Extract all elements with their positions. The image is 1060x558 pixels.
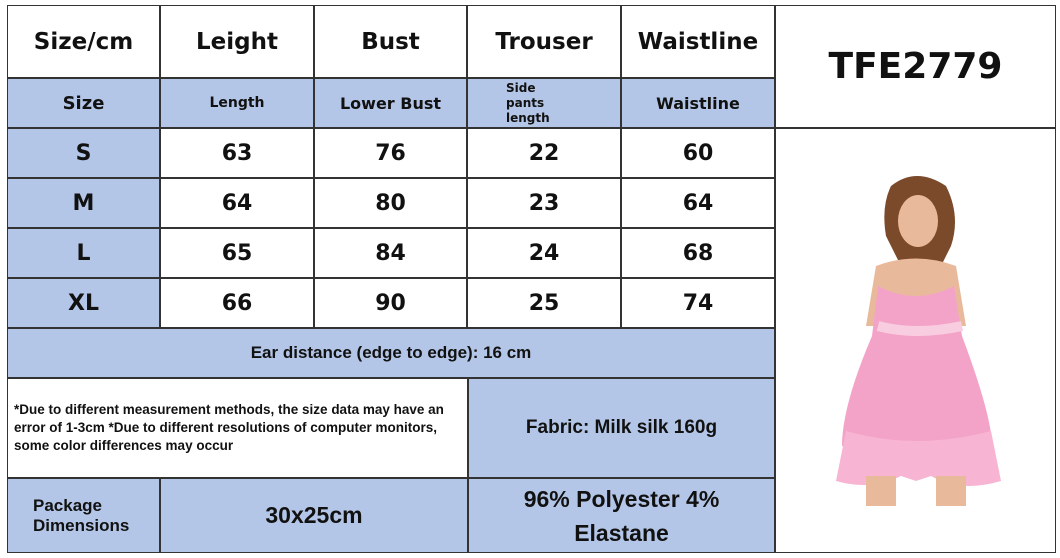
table-cell: 64 [621,178,775,228]
table-cell: 64 [160,178,314,228]
table-cell: 23 [467,178,621,228]
table-cell: 84 [314,228,467,278]
column-subheader: Size [7,78,160,128]
disclaimer-note: *Due to different measurement methods, t… [7,378,468,478]
table-cell: 25 [467,278,621,328]
package-label: Package Dimensions [7,478,160,553]
composition: 96% Polyester 4% Elastane [468,478,775,553]
column-subheader: Length [160,78,314,128]
package-value: 30x25cm [160,478,468,553]
fabric-info: Fabric: Milk silk 160g [468,378,775,478]
column-header: Trouser [467,5,621,78]
column-header: Leight [160,5,314,78]
table-cell: 24 [467,228,621,278]
size-label: S [7,128,160,178]
product-photo [775,128,1056,553]
table-cell: 66 [160,278,314,328]
table-cell: 80 [314,178,467,228]
size-label: XL [7,278,160,328]
ear-distance-row: Ear distance (edge to edge): 16 cm [7,328,775,378]
size-label: L [7,228,160,278]
table-cell: 60 [621,128,775,178]
table-cell: 22 [467,128,621,178]
column-header: Size/cm [7,5,160,78]
table-cell: 74 [621,278,775,328]
table-cell: 68 [621,228,775,278]
product-code: TFE2779 [775,5,1056,128]
column-header: Bust [314,5,467,78]
column-subheader: Side pants length [467,78,621,128]
column-header: Waistline [621,5,775,78]
column-subheader: Lower Bust [314,78,467,128]
pink-lingerie-model-image [835,175,1001,506]
size-label: M [7,178,160,228]
table-cell: 63 [160,128,314,178]
column-subheader: Waistline [621,78,775,128]
table-cell: 76 [314,128,467,178]
table-cell: 65 [160,228,314,278]
table-cell: 90 [314,278,467,328]
